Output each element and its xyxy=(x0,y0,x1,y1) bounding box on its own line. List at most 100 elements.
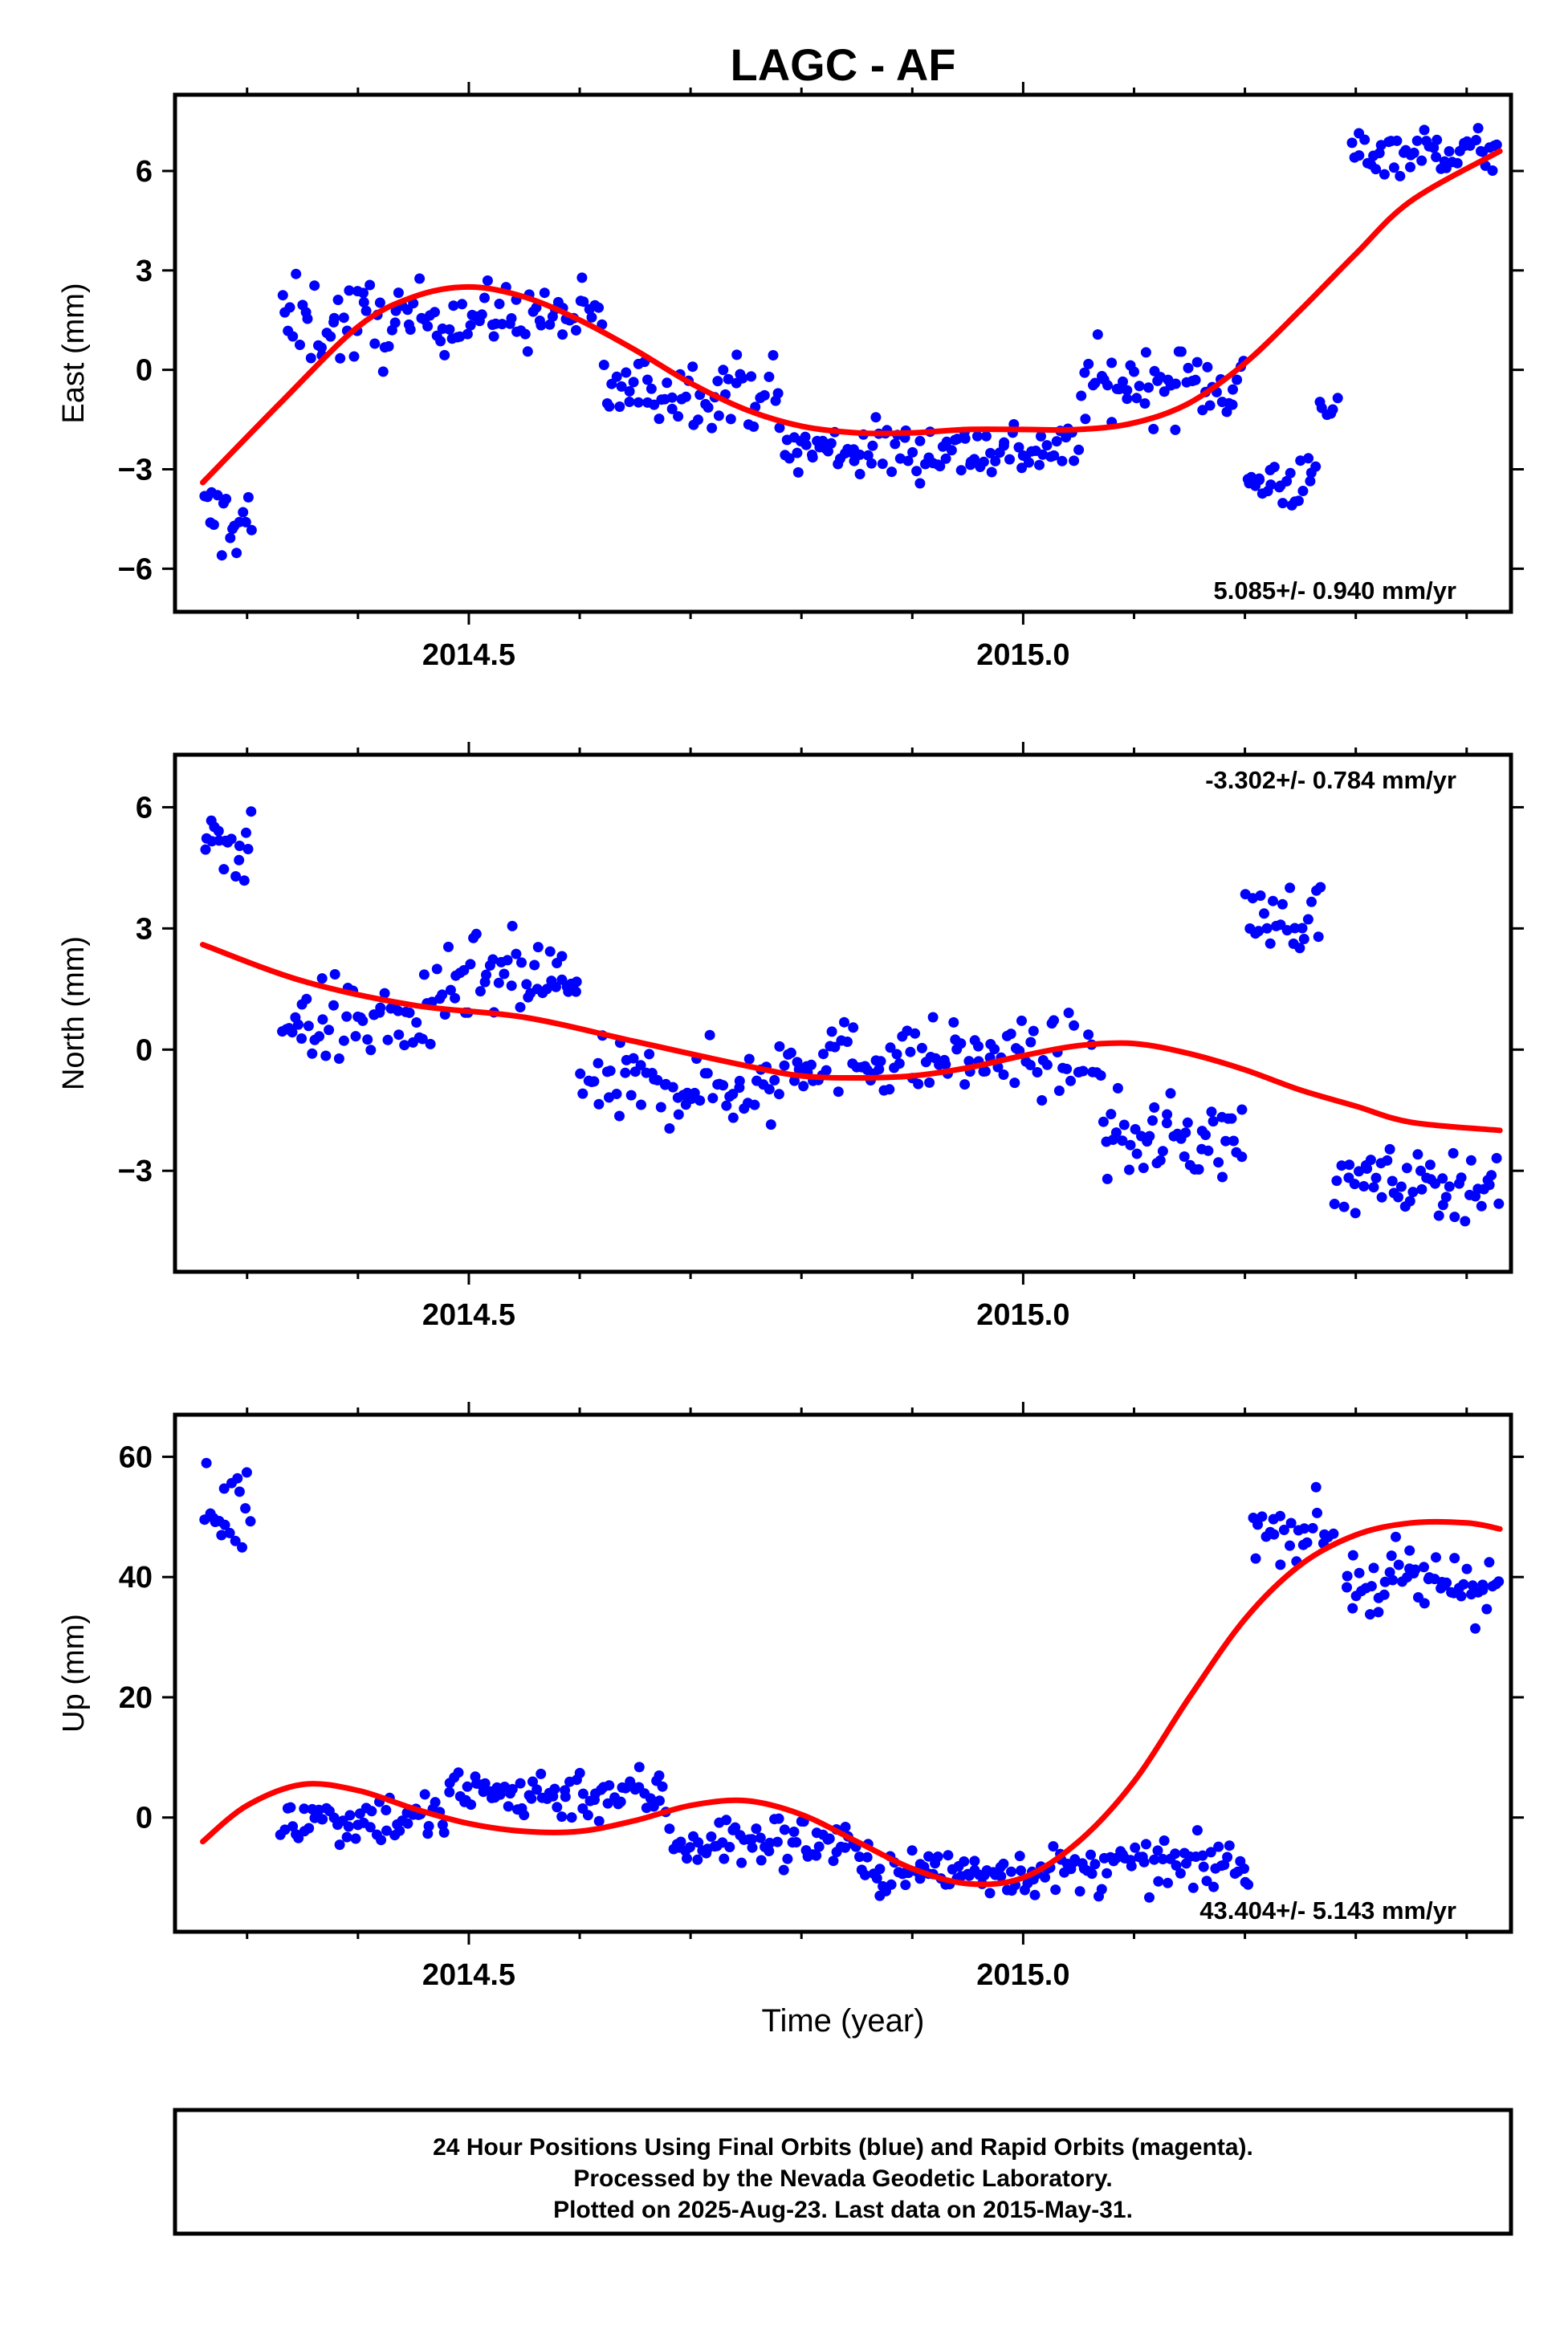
east-point-383 xyxy=(1388,162,1399,173)
north-point-310 xyxy=(1161,1118,1172,1129)
up-point-405 xyxy=(1431,1552,1441,1563)
up-point-155 xyxy=(684,1842,695,1853)
up-point-93 xyxy=(503,1801,514,1812)
east-point-209 xyxy=(854,449,865,460)
up-point-67 xyxy=(423,1821,434,1831)
north-point-98 xyxy=(516,957,527,968)
north-point-396 xyxy=(1430,1178,1440,1189)
east-point-164 xyxy=(718,365,729,376)
north-point-124 xyxy=(593,1098,605,1110)
up-ytick-label-1: 40 xyxy=(119,1561,153,1595)
north-point-363 xyxy=(1329,1199,1340,1209)
north-point-221 xyxy=(891,1049,902,1060)
north-ytick-label-3: −3 xyxy=(118,1155,153,1188)
east-point-119 xyxy=(578,296,589,308)
north-point-362 xyxy=(1315,882,1326,893)
east-point-121 xyxy=(586,312,597,323)
east-point-45 xyxy=(358,287,369,299)
north-point-92 xyxy=(499,968,510,980)
north-point-343 xyxy=(1255,890,1266,901)
north-point-107 xyxy=(544,946,556,957)
east-point-41 xyxy=(344,285,355,296)
north-point-302 xyxy=(1138,1163,1149,1174)
up-point-39 xyxy=(341,1831,352,1843)
up-point-53 xyxy=(381,1825,392,1836)
east-point-325 xyxy=(1202,361,1213,373)
north-point-71 xyxy=(437,989,448,1000)
east-point-402 xyxy=(1444,146,1455,157)
east-point-302 xyxy=(1131,393,1142,404)
up-point-351 xyxy=(1256,1511,1268,1522)
north-point-65 xyxy=(418,969,430,980)
north-point-312 xyxy=(1165,1088,1176,1099)
east-point-212 xyxy=(862,450,874,461)
east-point-123 xyxy=(593,302,605,313)
up-point-376 xyxy=(1347,1550,1358,1561)
east-point-152 xyxy=(680,391,691,402)
up-point-171 xyxy=(730,1822,741,1833)
north-point-321 xyxy=(1193,1164,1204,1175)
north-point-157 xyxy=(694,1095,706,1106)
up-point-318 xyxy=(1157,1854,1168,1864)
east-point-384 xyxy=(1391,135,1403,146)
north-point-283 xyxy=(1083,1029,1094,1041)
east-point-252 xyxy=(980,430,992,442)
east-point-271 xyxy=(1037,449,1049,460)
up-point-86 xyxy=(479,1778,491,1789)
up-point-120 xyxy=(582,1810,593,1821)
north-point-165 xyxy=(721,1100,732,1111)
up-point-424 xyxy=(1484,1557,1495,1568)
east-point-148 xyxy=(666,403,678,414)
east-point-48 xyxy=(365,279,376,291)
north-point-47 xyxy=(365,1045,377,1056)
east-point-49 xyxy=(369,338,381,349)
north-point-56 xyxy=(393,1005,404,1016)
up-point-74 xyxy=(444,1786,455,1798)
east-point-255 xyxy=(990,455,1001,466)
north-point-265 xyxy=(1025,1037,1037,1048)
north-point-290 xyxy=(1102,1173,1113,1184)
east-point-46 xyxy=(358,297,369,308)
up-point-169 xyxy=(724,1842,735,1852)
up-point-372 xyxy=(1328,1528,1339,1539)
north-point-198 xyxy=(821,1065,832,1076)
north-point-268 xyxy=(1037,1095,1048,1106)
up-point-99 xyxy=(519,1810,530,1821)
east-point-362 xyxy=(1310,461,1322,472)
north-point-12 xyxy=(234,854,245,866)
east-point-34 xyxy=(325,331,336,342)
up-point-347 xyxy=(1243,1879,1254,1890)
north-point-179 xyxy=(764,1084,775,1095)
north-point-102 xyxy=(529,959,540,971)
up-point-250 xyxy=(959,1856,970,1867)
east-point-186 xyxy=(784,453,795,464)
east-point-76 xyxy=(448,300,459,312)
north-point-356 xyxy=(1297,923,1308,934)
north-point-259 xyxy=(1009,1077,1020,1089)
north-point-83 xyxy=(470,928,482,939)
north-point-24 xyxy=(296,1033,307,1044)
up-point-21 xyxy=(285,1802,296,1813)
up-point-176 xyxy=(747,1834,758,1845)
north-point-222 xyxy=(894,1058,905,1069)
north-point-180 xyxy=(765,1119,776,1130)
north-point-96 xyxy=(511,948,522,959)
north-point-228 xyxy=(913,1078,924,1090)
up-point-427 xyxy=(1493,1576,1505,1587)
east-point-80 xyxy=(462,328,473,340)
east-point-174 xyxy=(748,421,760,432)
up-point-189 xyxy=(782,1853,793,1864)
north-point-174 xyxy=(749,1099,760,1110)
north-point-84 xyxy=(474,986,486,997)
up-point-97 xyxy=(515,1778,526,1789)
north-point-333 xyxy=(1226,1113,1237,1124)
north-point-267 xyxy=(1032,1067,1043,1077)
east-point-390 xyxy=(1408,147,1419,158)
north-point-400 xyxy=(1440,1191,1452,1203)
north-point-128 xyxy=(605,1065,616,1077)
east-point-171 xyxy=(737,373,748,384)
east-point-31 xyxy=(316,342,327,353)
up-point-331 xyxy=(1197,1850,1208,1861)
north-point-374 xyxy=(1362,1163,1373,1174)
north-point-293 xyxy=(1110,1127,1122,1139)
